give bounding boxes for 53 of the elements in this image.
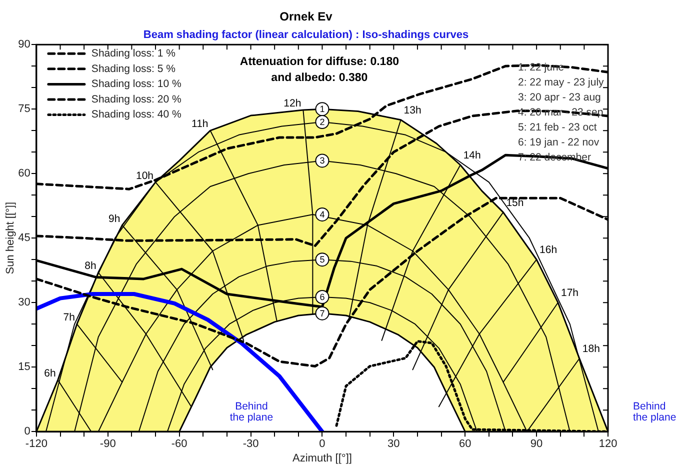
x-axis-title: Azimuth [[°]] bbox=[292, 452, 352, 464]
x-tick-label: 90 bbox=[530, 438, 543, 450]
chart-subtitle: Beam shading factor (linear calculation) : Iso-shadings curves bbox=[143, 29, 469, 42]
annotation: 2 bbox=[320, 116, 325, 127]
annotation: 6h bbox=[44, 368, 56, 380]
x-tick-label: 60 bbox=[458, 438, 472, 450]
text: Behind the plane bbox=[633, 400, 676, 424]
x-tick-label: 120 bbox=[598, 438, 618, 450]
annotation: 7 bbox=[320, 308, 325, 318]
annotation: 4 bbox=[320, 209, 325, 220]
y-tick-label: 45 bbox=[18, 232, 30, 244]
annotation: 15h bbox=[506, 196, 524, 209]
annotation: 16h bbox=[540, 244, 558, 256]
annotation: 8h bbox=[84, 260, 97, 272]
annotation: 13h bbox=[404, 104, 422, 116]
y-tick-label: 75 bbox=[18, 103, 30, 116]
legend-label: Shading loss: 40 % bbox=[91, 108, 182, 121]
annotation: and albedo: 0.380 bbox=[271, 72, 368, 84]
y-tick-label: 0 bbox=[24, 426, 30, 438]
annotation: 3 bbox=[320, 156, 325, 166]
x-tick-label: 30 bbox=[388, 438, 400, 450]
annotation: 11h bbox=[192, 118, 208, 130]
annotation: 6: 19 jan - 22 nov bbox=[518, 136, 600, 148]
annotation: 14h bbox=[463, 150, 482, 162]
legend-label: Shading loss: 10 % bbox=[91, 78, 182, 90]
annotation: 6 bbox=[320, 292, 325, 302]
y-tick-label: 15 bbox=[18, 361, 30, 374]
annotation: 10h bbox=[136, 170, 154, 182]
x-tick-label: -90 bbox=[100, 438, 116, 450]
x-tick-label: -120 bbox=[25, 438, 48, 450]
chart-title: Ornek Ev bbox=[280, 10, 333, 24]
x-tick-label: -30 bbox=[242, 438, 259, 450]
annotation: 7h bbox=[63, 312, 76, 324]
x-tick-label: -60 bbox=[171, 438, 188, 450]
annotation: 12h bbox=[284, 98, 302, 110]
annotation: Attenuation for diffuse: 0.180 bbox=[240, 56, 399, 68]
y-axis-title: Sun height [[°]] bbox=[4, 202, 17, 274]
annotation: 5 bbox=[320, 254, 325, 265]
annotation: 17h bbox=[560, 287, 579, 300]
y-tick-label: 60 bbox=[18, 168, 30, 180]
y-tick-label: 90 bbox=[18, 38, 30, 51]
x-tick-label: 0 bbox=[319, 438, 326, 450]
annotation: Behind the plane bbox=[230, 400, 274, 424]
legend-label: Shading loss: 1 % bbox=[91, 47, 176, 60]
y-tick-label: 30 bbox=[18, 296, 30, 309]
annotation: 18h bbox=[582, 343, 600, 356]
annotation: 2: 22 may - 23 july bbox=[518, 76, 605, 88]
annotation: 5: 21 feb - 23 oct bbox=[518, 121, 597, 134]
annotation: 9h bbox=[108, 212, 120, 225]
legend-label: Shading loss: 20 % bbox=[91, 93, 182, 106]
annotation: 3: 20 apr - 23 aug bbox=[518, 91, 602, 104]
annotation: 1 bbox=[320, 104, 325, 114]
legend-label: Shading loss: 5 % bbox=[91, 62, 176, 75]
